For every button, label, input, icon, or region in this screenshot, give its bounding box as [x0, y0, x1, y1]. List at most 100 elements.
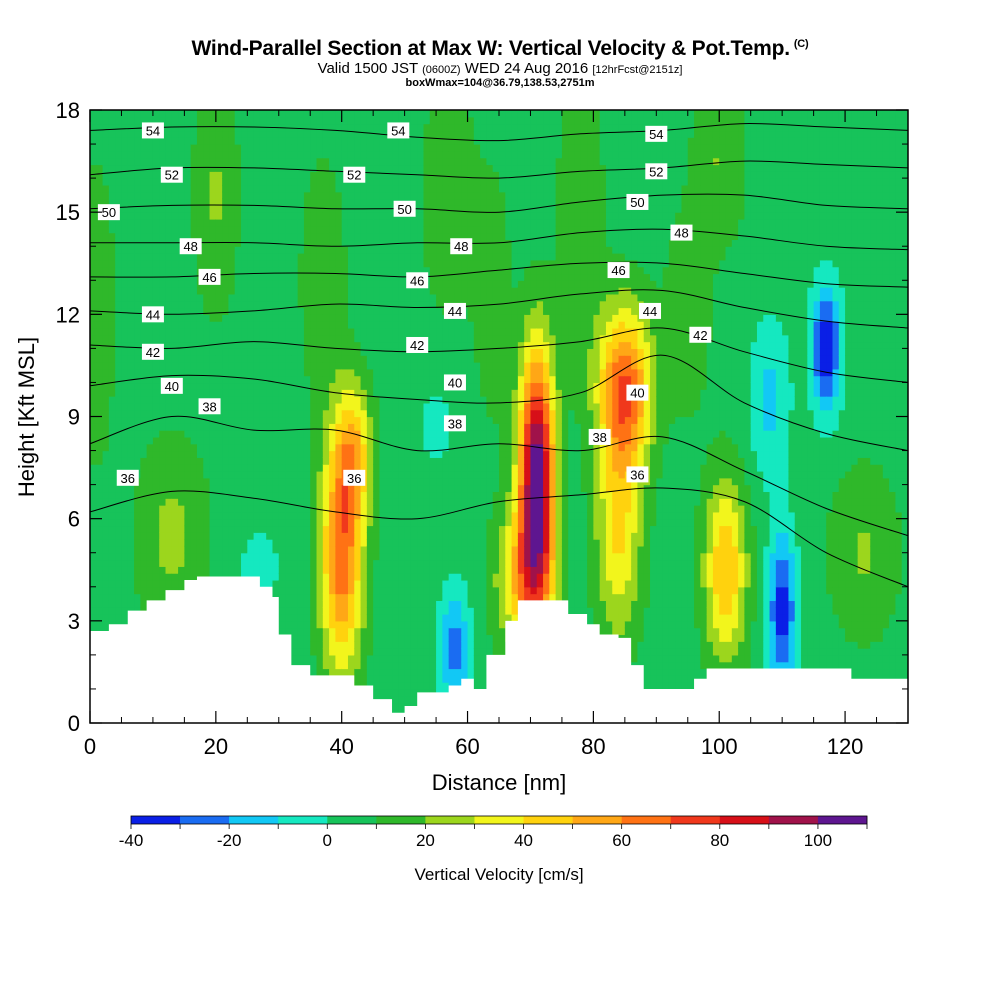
velocity-cell: [215, 355, 223, 363]
velocity-cell: [278, 116, 286, 125]
velocity-cell: [373, 470, 381, 479]
velocity-cell: [398, 362, 406, 370]
velocity-cell: [146, 416, 154, 424]
velocity-cell: [134, 253, 141, 261]
velocity-cell: [341, 661, 349, 670]
velocity-cell: [278, 464, 286, 472]
velocity-cell: [316, 436, 324, 445]
velocity-cell: [102, 620, 110, 629]
velocity-cell: [196, 232, 204, 241]
velocity-cell: [398, 695, 406, 704]
velocity-cell: [234, 382, 242, 390]
velocity-cell: [266, 327, 274, 336]
velocity-cell: [266, 566, 274, 574]
velocity-cell: [115, 246, 123, 254]
velocity-cell: [316, 307, 324, 315]
velocity-cell: [354, 402, 362, 411]
velocity-cell: [410, 362, 418, 370]
velocity-cell: [90, 464, 97, 472]
velocity-cell: [272, 443, 280, 452]
velocity-cell: [417, 382, 425, 390]
velocity-cell: [278, 314, 286, 322]
velocity-cell: [347, 368, 355, 377]
velocity-cell: [165, 470, 173, 479]
velocity-cell: [184, 253, 192, 261]
velocity-cell: [190, 253, 198, 261]
velocity-cell: [190, 212, 198, 220]
velocity-cell: [379, 423, 387, 431]
velocity-cell: [203, 205, 211, 213]
velocity-cell: [222, 348, 230, 356]
velocity-cell: [184, 559, 192, 567]
velocity-cell: [165, 232, 173, 241]
velocity-cell: [398, 246, 406, 254]
velocity-cell: [379, 450, 387, 458]
velocity-cell: [278, 620, 286, 629]
velocity-cell: [178, 539, 185, 547]
velocity-cell: [335, 539, 343, 547]
velocity-cell: [436, 559, 443, 567]
velocity-cell: [347, 266, 355, 275]
velocity-cell: [278, 266, 286, 275]
velocity-cell: [209, 191, 217, 200]
velocity-cell: [241, 443, 248, 452]
velocity-cell: [335, 239, 343, 247]
velocity-cell: [291, 477, 299, 486]
velocity-cell: [322, 416, 330, 424]
velocity-cell: [266, 266, 274, 275]
velocity-cell: [329, 157, 336, 166]
velocity-cell: [322, 327, 330, 336]
velocity-cell: [316, 239, 324, 247]
velocity-cell: [310, 259, 318, 268]
velocity-cell: [178, 457, 185, 465]
velocity-cell: [285, 470, 292, 479]
velocity-cell: [329, 327, 336, 336]
velocity-cell: [90, 327, 97, 336]
velocity-cell: [146, 498, 154, 506]
velocity-cell: [108, 150, 116, 159]
velocity-cell: [398, 110, 406, 118]
velocity-cell: [392, 178, 399, 186]
velocity-cell: [196, 110, 204, 118]
velocity-cell: [303, 409, 311, 418]
velocity-cell: [196, 198, 204, 206]
velocity-cell: [171, 511, 179, 520]
velocity-cell: [285, 191, 292, 200]
velocity-cell: [127, 232, 135, 241]
velocity-cell: [410, 259, 418, 268]
velocity-cell: [134, 409, 141, 418]
velocity-cell: [127, 130, 135, 138]
velocity-cell: [398, 266, 406, 275]
velocity-cell: [341, 341, 349, 349]
velocity-cell: [247, 137, 255, 145]
velocity-cell: [190, 470, 198, 479]
velocity-cell: [366, 491, 374, 499]
velocity-cell: [303, 130, 311, 138]
velocity-cell: [398, 573, 406, 581]
velocity-cell: [335, 661, 343, 670]
velocity-cell: [96, 375, 104, 384]
velocity-cell: [203, 389, 211, 397]
velocity-cell: [259, 573, 267, 581]
velocity-cell: [398, 355, 406, 363]
velocity-cell: [115, 218, 123, 227]
velocity-cell: [329, 614, 336, 622]
velocity-cell: [259, 484, 267, 493]
velocity-cell: [165, 116, 173, 125]
velocity-cell: [297, 225, 305, 234]
velocity-cell: [398, 307, 406, 315]
velocity-cell: [373, 498, 381, 506]
velocity-cell: [354, 334, 362, 343]
velocity-cell: [127, 171, 135, 179]
velocity-cell: [253, 416, 261, 424]
velocity-cell: [335, 620, 343, 629]
velocity-cell: [140, 545, 148, 554]
velocity-cell: [96, 232, 104, 241]
velocity-cell: [341, 593, 349, 601]
velocity-cell: [335, 559, 343, 567]
velocity-cell: [178, 205, 185, 213]
velocity-cell: [392, 586, 399, 595]
velocity-cell: [152, 566, 160, 574]
velocity-cell: [134, 545, 141, 554]
velocity-cell: [392, 634, 399, 642]
